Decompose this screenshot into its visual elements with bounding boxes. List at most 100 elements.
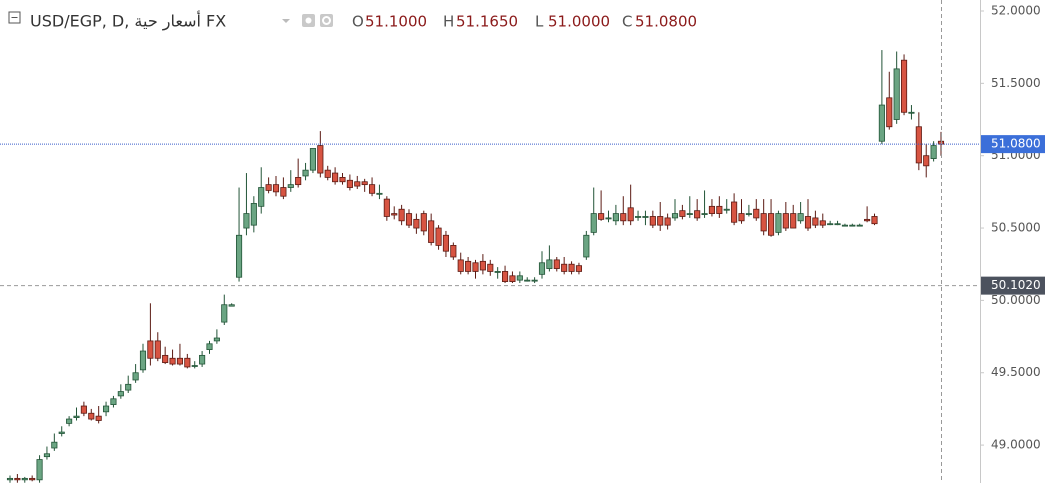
candle-body — [272, 184, 280, 193]
candle-body — [339, 176, 346, 183]
legend-value: 51.1650 — [456, 13, 518, 31]
candle-body — [634, 216, 642, 218]
y-tick-label: 49.0000 — [991, 438, 1041, 452]
eye-icon-pupil — [305, 17, 312, 24]
candle-body — [206, 343, 213, 350]
legend-label: L — [535, 13, 544, 31]
candle-body — [930, 145, 937, 159]
candle-body — [465, 260, 472, 272]
candle-body — [864, 218, 871, 222]
candle-body — [361, 181, 368, 186]
candle-body — [767, 213, 775, 236]
candle-body — [199, 354, 206, 365]
candle-body — [117, 391, 124, 397]
candle-body — [450, 245, 457, 258]
candle-body — [753, 208, 760, 219]
candle-body — [886, 97, 893, 128]
candle-body — [797, 213, 804, 222]
candle-body — [110, 398, 117, 405]
candle-body — [51, 441, 58, 449]
last-price-tag — [981, 135, 1045, 154]
candle-body — [893, 68, 900, 120]
candle-body — [368, 184, 376, 194]
candle-body — [827, 223, 834, 226]
candle-body — [524, 279, 531, 282]
candle-body — [398, 208, 405, 222]
candle-body — [302, 169, 309, 177]
candle-body — [841, 224, 849, 227]
candle-body — [642, 216, 649, 218]
candle-body — [605, 217, 612, 220]
candle-body — [575, 265, 583, 272]
candle-body — [664, 217, 671, 226]
candle-body — [228, 304, 235, 307]
y-tick-label: 50.5000 — [991, 221, 1041, 235]
candle-body — [169, 357, 176, 365]
candle-body — [553, 259, 560, 269]
candle-body — [221, 304, 228, 323]
legend-value: 51.0000 — [548, 13, 610, 31]
settings-icon[interactable] — [320, 14, 333, 27]
symbol-title: USD/EGP, D, أسعار حية FX — [30, 11, 226, 32]
candle-body — [509, 275, 516, 282]
candle-body — [442, 234, 450, 252]
candle-body — [501, 271, 509, 282]
candle-body — [923, 155, 930, 167]
candle-body — [686, 213, 693, 215]
candle-body — [95, 415, 102, 421]
candle-body — [36, 459, 43, 481]
crosshair-price-tag — [981, 276, 1045, 295]
candle-body — [745, 213, 752, 215]
candle-body — [191, 365, 198, 367]
price-axis: 49.000049.500050.000050.500051.000051.50… — [980, 3, 1045, 452]
candle-body — [154, 340, 161, 359]
candle-body — [295, 176, 302, 186]
candle-body — [494, 271, 501, 273]
candle-body — [265, 184, 272, 191]
candle-body — [590, 213, 597, 233]
candle-body — [479, 260, 486, 271]
legend-label: O — [352, 13, 364, 31]
y-tick-label: 50.0000 — [991, 293, 1041, 307]
legend-value: 51.0800 — [635, 13, 697, 31]
candle-body — [908, 111, 915, 114]
candle-body — [250, 203, 257, 226]
dropdown-arrow[interactable] — [282, 19, 290, 23]
candle-body — [354, 181, 361, 187]
candle-body — [6, 477, 14, 481]
candle-body — [657, 216, 664, 226]
candle-body — [546, 259, 553, 269]
candle-body — [162, 354, 169, 364]
candle-body — [391, 213, 398, 216]
candle-body — [383, 198, 390, 217]
candle-body — [878, 104, 885, 142]
candle-body — [716, 205, 723, 214]
candle-body — [900, 59, 908, 113]
candle-body — [73, 415, 80, 418]
candle-body — [21, 477, 28, 481]
candle-body — [317, 145, 324, 174]
candle-body — [243, 213, 250, 229]
candle-body — [819, 220, 826, 226]
candle-body — [405, 213, 413, 226]
candle-body — [324, 169, 331, 178]
candle-body — [871, 216, 878, 225]
y-tick-label: 52.0000 — [991, 3, 1041, 17]
candle-body — [58, 431, 65, 434]
candle-body — [176, 357, 184, 365]
last-price-label: 51.0800 — [991, 137, 1041, 151]
candle-body — [147, 340, 154, 359]
legend-label: C — [622, 13, 632, 31]
candle-body — [598, 213, 605, 220]
candle-body — [738, 213, 745, 222]
candle-body — [420, 213, 427, 232]
candle-body — [472, 262, 479, 272]
candle-body — [679, 210, 686, 217]
candle-body — [804, 216, 812, 229]
candle-body — [790, 213, 797, 229]
candle-body — [671, 213, 679, 219]
candle-body — [760, 213, 767, 232]
candle-body — [435, 227, 442, 246]
collapse-icon[interactable] — [8, 11, 21, 24]
